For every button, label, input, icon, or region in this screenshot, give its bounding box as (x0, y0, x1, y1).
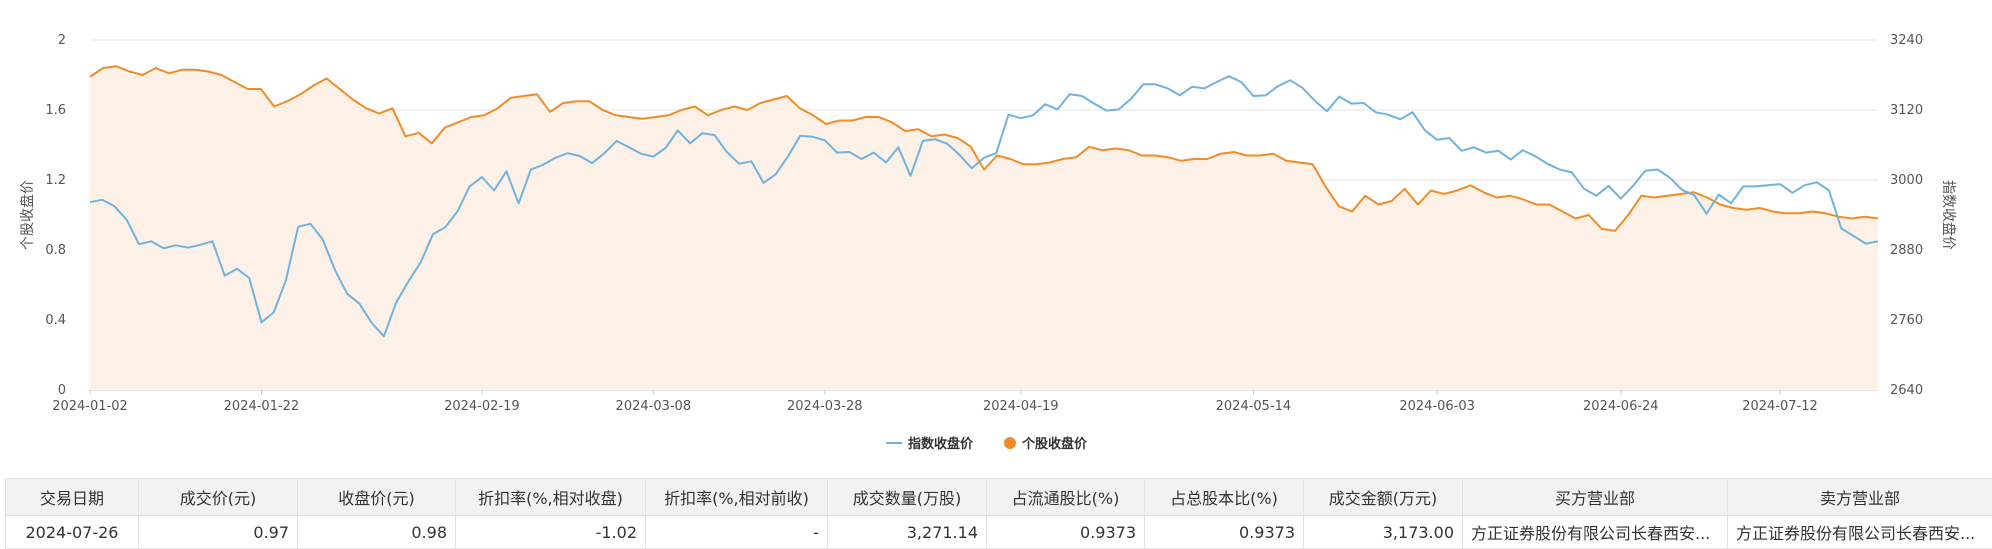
y-right-tick-label: 3000 (1890, 173, 1923, 188)
x-tick-label: 2024-03-28 (787, 399, 863, 414)
price-chart: 0 0.4 0.8 1.2 1.6 2 2640 2760 2880 3000 3120 3240 个股… (0, 0, 1992, 470)
cell-seller[interactable]: 方正证券股份有限公司长春西安... (1728, 516, 1992, 549)
header-buyer: 买方营业部 (1463, 479, 1728, 516)
header-seller: 卖方营业部 (1728, 479, 1992, 516)
legend-stock-swatch (1004, 437, 1016, 449)
block-trade-table: 交易日期 成交价(元) 收盘价(元) 折扣率(%,相对收盘) 折扣率(%,相对前… (5, 478, 1992, 549)
y-right-tick-label: 3240 (1890, 33, 1923, 48)
legend-item-stock: 个股收盘价 (1004, 436, 1088, 452)
table-header-row: 交易日期 成交价(元) 收盘价(元) 折扣率(%,相对收盘) 折扣率(%,相对前… (6, 479, 1992, 516)
table-row: 2024-07-26 0.97 0.98 -1.02 - 3,271.14 0.… (6, 516, 1992, 549)
cell-trade-date: 2024-07-26 (6, 516, 139, 549)
legend-stock-label: 个股收盘价 (1021, 436, 1088, 452)
cell-discount-close: -1.02 (456, 516, 646, 549)
cell-total-ratio: 0.9373 (1145, 516, 1304, 549)
y-left-tick-label: 0 (58, 383, 66, 398)
y-right-tick-label: 3120 (1890, 103, 1923, 118)
cell-deal-price: 0.97 (139, 516, 298, 549)
header-total-ratio: 占总股本比(%) (1145, 479, 1304, 516)
cell-float-ratio: 0.9373 (987, 516, 1145, 549)
chart-area: 0 0.4 0.8 1.2 1.6 2 2640 2760 2880 3000 3120 3240 个股… (0, 0, 1992, 470)
x-tick-label: 2024-07-12 (1742, 399, 1818, 414)
y-left-tick-label: 0.4 (45, 313, 66, 328)
cell-volume: 3,271.14 (828, 516, 987, 549)
cell-amount: 3,173.00 (1304, 516, 1463, 549)
header-discount-close: 折扣率(%,相对收盘) (456, 479, 646, 516)
y-left-tick-label: 1.2 (45, 173, 66, 188)
y-left-tick-label: 1.6 (45, 103, 66, 118)
header-volume: 成交数量(万股) (828, 479, 987, 516)
x-tick-label: 2024-05-14 (1216, 399, 1292, 414)
legend-index-label: 指数收盘价 (908, 436, 974, 452)
x-tick-label: 2024-01-02 (52, 399, 128, 414)
x-tick-label: 2024-01-22 (224, 399, 300, 414)
y-right-axis-title: 指数收盘价 (1940, 180, 1957, 250)
y-right-tick-label: 2880 (1890, 243, 1923, 258)
y-right-tick-label: 2640 (1890, 383, 1923, 398)
area-layer (90, 66, 1878, 390)
stock-price-area (90, 66, 1878, 390)
cell-close-price: 0.98 (298, 516, 456, 549)
x-tick-label: 2024-04-19 (983, 399, 1059, 414)
cell-buyer[interactable]: 方正证券股份有限公司长春西安... (1463, 516, 1728, 549)
y-right-tick-label: 2760 (1890, 313, 1923, 328)
legend-layer: 指数收盘价 个股收盘价 (886, 436, 1088, 452)
x-tick-label: 2024-06-24 (1583, 399, 1659, 414)
x-tick-label: 2024-02-19 (444, 399, 520, 414)
header-trade-date: 交易日期 (6, 479, 139, 516)
header-float-ratio: 占流通股比(%) (987, 479, 1145, 516)
header-close-price: 收盘价(元) (298, 479, 456, 516)
header-discount-prev: 折扣率(%,相对前收) (646, 479, 828, 516)
x-tick-label: 2024-03-08 (616, 399, 692, 414)
y-left-tick-label: 2 (58, 33, 66, 48)
header-deal-price: 成交价(元) (139, 479, 298, 516)
legend-item-index: 指数收盘价 (886, 436, 974, 452)
y-left-axis-title: 个股收盘价 (19, 180, 36, 250)
cell-discount-prev: - (646, 516, 828, 549)
x-tick-label: 2024-06-03 (1399, 399, 1475, 414)
header-amount: 成交金额(万元) (1304, 479, 1463, 516)
y-left-tick-label: 0.8 (45, 243, 66, 258)
